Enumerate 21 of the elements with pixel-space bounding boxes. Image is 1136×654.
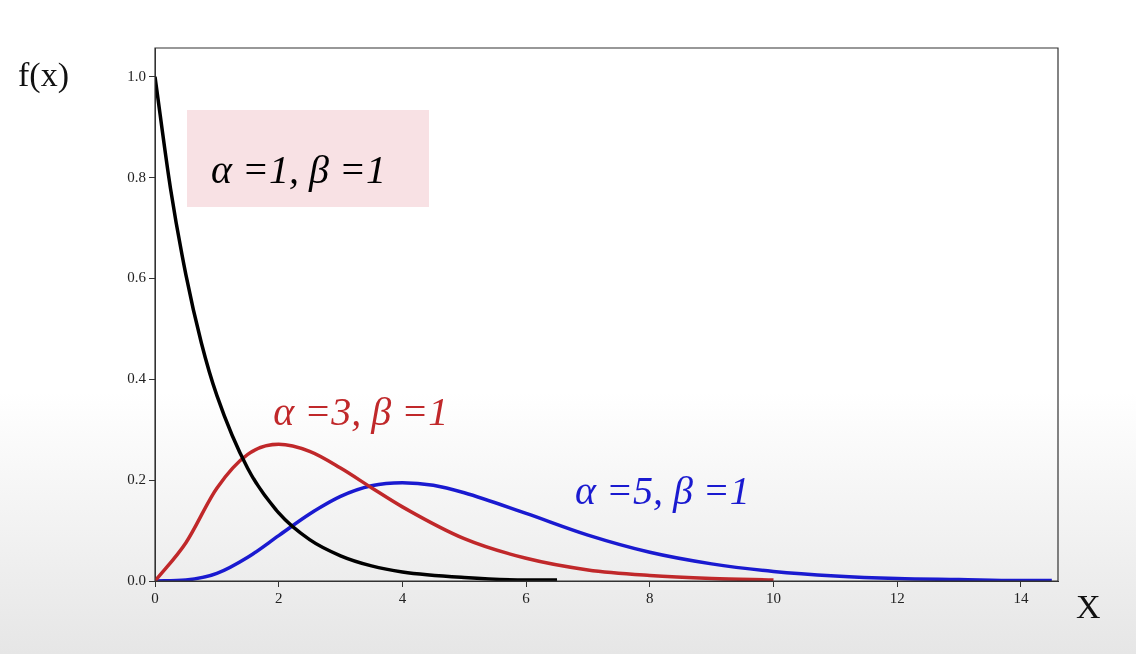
line-series (155, 442, 776, 581)
series-label: α =3, β =1 (273, 388, 449, 434)
x-axis-title: X (1076, 588, 1101, 626)
y-tick-label: 0.4 (127, 370, 147, 387)
x-tick-label: 2 (274, 589, 283, 606)
x-tick-label: 4 (398, 589, 407, 606)
x-tick-label: 14 (1013, 589, 1029, 606)
y-tick-label: 0.2 (127, 471, 146, 488)
y-axis-title: f(x) (18, 56, 69, 94)
y-tick-label: 0.6 (127, 269, 147, 286)
series-label: α =1, β =1 (210, 147, 386, 193)
x-tick-label: 6 (522, 589, 531, 606)
x-tick-label: 0 (151, 589, 159, 606)
series-label: α =5, β =1 (574, 468, 750, 514)
x-tick-label: 10 (765, 589, 781, 606)
line-series (155, 74, 559, 581)
y-tick-label: 1.0 (127, 67, 146, 84)
y-tick-label: 0.8 (127, 168, 146, 185)
x-tick-label: 12 (889, 589, 905, 606)
x-tick-label: 8 (646, 589, 654, 606)
y-tick-label: 0.0 (127, 571, 146, 588)
